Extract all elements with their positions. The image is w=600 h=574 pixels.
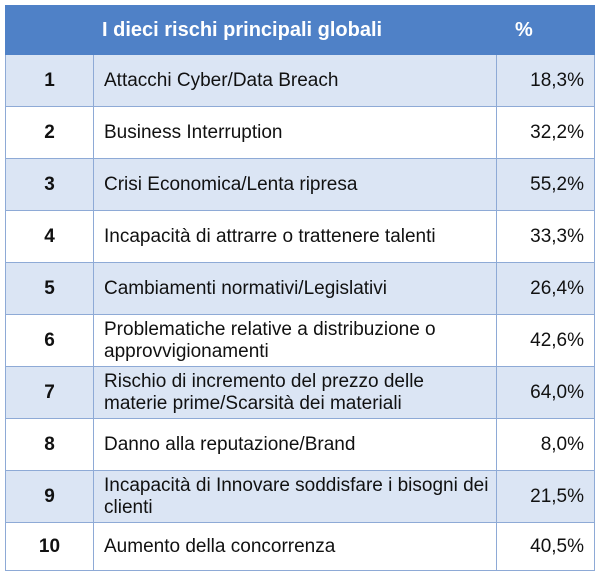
row-risk-name: Danno alla reputazione/Brand <box>93 418 497 471</box>
header-rank <box>5 5 94 55</box>
table-row: 10 Aumento della concorrenza 40,5% <box>5 522 595 571</box>
table-header-row: I dieci rischi principali globali % <box>5 5 595 55</box>
row-percent: 55,2% <box>496 158 595 211</box>
table-row: 7 Rischio di incremento del prezzo delle… <box>5 366 595 419</box>
row-rank: 1 <box>5 54 94 107</box>
row-rank: 10 <box>5 522 94 571</box>
row-rank: 3 <box>5 158 94 211</box>
row-risk-name: Aumento della concorrenza <box>93 522 497 571</box>
row-rank: 2 <box>5 106 94 159</box>
row-risk-name: Incapacità di Innovare soddisfare i biso… <box>93 470 497 523</box>
row-percent: 33,3% <box>496 210 595 263</box>
row-rank: 9 <box>5 470 94 523</box>
table-row: 3 Crisi Economica/Lenta ripresa 55,2% <box>5 158 595 211</box>
table-row: 8 Danno alla reputazione/Brand 8,0% <box>5 418 595 471</box>
table-row: 9 Incapacità di Innovare soddisfare i bi… <box>5 470 595 523</box>
row-risk-name: Crisi Economica/Lenta ripresa <box>93 158 497 211</box>
row-percent: 18,3% <box>496 54 595 107</box>
row-rank: 6 <box>5 314 94 367</box>
row-risk-name: Problematiche relative a distribuzione o… <box>93 314 497 367</box>
table-row: 4 Incapacità di attrarre o trattenere ta… <box>5 210 595 263</box>
row-percent: 42,6% <box>496 314 595 367</box>
row-percent: 32,2% <box>496 106 595 159</box>
row-percent: 26,4% <box>496 262 595 315</box>
header-percent: % <box>496 5 595 55</box>
row-rank: 5 <box>5 262 94 315</box>
row-percent: 21,5% <box>496 470 595 523</box>
row-percent: 40,5% <box>496 522 595 571</box>
row-risk-name: Business Interruption <box>93 106 497 159</box>
table-row: 6 Problematiche relative a distribuzione… <box>5 314 595 367</box>
row-risk-name: Attacchi Cyber/Data Breach <box>93 54 497 107</box>
header-title: I dieci rischi principali globali <box>93 5 497 55</box>
row-risk-name: Incapacità di attrarre o trattenere tale… <box>93 210 497 263</box>
table-row: 2 Business Interruption 32,2% <box>5 106 595 159</box>
table-row: 1 Attacchi Cyber/Data Breach 18,3% <box>5 54 595 107</box>
row-rank: 4 <box>5 210 94 263</box>
row-risk-name: Rischio di incremento del prezzo delle m… <box>93 366 497 419</box>
row-risk-name: Cambiamenti normativi/Legislativi <box>93 262 497 315</box>
row-rank: 7 <box>5 366 94 419</box>
risks-table: I dieci rischi principali globali % 1 At… <box>5 5 595 571</box>
table-row: 5 Cambiamenti normativi/Legislativi 26,4… <box>5 262 595 315</box>
row-rank: 8 <box>5 418 94 471</box>
row-percent: 64,0% <box>496 366 595 419</box>
row-percent: 8,0% <box>496 418 595 471</box>
